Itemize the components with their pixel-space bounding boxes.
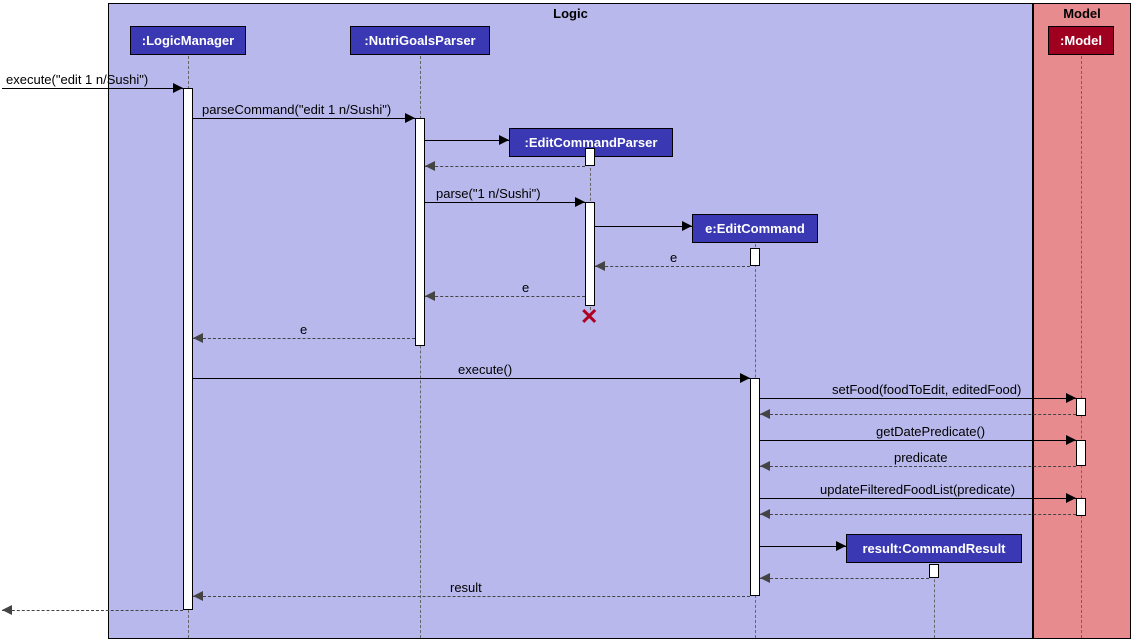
message-label: result — [450, 580, 482, 595]
arrowhead-icon — [595, 261, 605, 271]
activation — [585, 202, 595, 306]
arrowhead-icon — [760, 573, 770, 583]
arrowhead-icon — [682, 221, 692, 231]
arrowhead-icon — [836, 541, 846, 551]
arrowhead-icon — [575, 197, 585, 207]
arrowhead-icon — [425, 161, 435, 171]
participant-model: :Model — [1048, 26, 1114, 55]
region-logic-label: Logic — [109, 6, 1032, 21]
message-arrow — [760, 546, 846, 547]
message-arrow — [193, 338, 415, 339]
arrowhead-icon — [760, 409, 770, 419]
message-label: e — [522, 280, 529, 295]
arrowhead-icon — [193, 333, 203, 343]
message-label: execute("edit 1 n/Sushi") — [6, 72, 148, 87]
message-arrow — [425, 166, 585, 167]
message-arrow — [760, 414, 1076, 415]
message-arrow — [2, 88, 183, 89]
arrowhead-icon — [760, 461, 770, 471]
message-label: setFood(foodToEdit, editedFood) — [832, 382, 1021, 397]
activation — [1076, 498, 1086, 516]
activation — [415, 118, 425, 346]
message-arrow — [760, 466, 1076, 467]
message-arrow — [760, 440, 1076, 441]
activation — [929, 564, 939, 578]
arrowhead-icon — [760, 509, 770, 519]
message-arrow — [193, 378, 750, 379]
arrowhead-icon — [1066, 435, 1076, 445]
participant-nutri-parser: :NutriGoalsParser — [350, 26, 490, 55]
region-model: Model — [1033, 3, 1131, 639]
activation — [750, 248, 760, 266]
message-arrow — [193, 118, 415, 119]
message-label: parse("1 n/Sushi") — [436, 186, 541, 201]
message-label: e — [670, 250, 677, 265]
arrowhead-icon — [740, 373, 750, 383]
message-arrow — [595, 226, 692, 227]
sequence-diagram: Logic Model :LogicManager :NutriGoalsPar… — [0, 0, 1134, 642]
participant-logic-manager: :LogicManager — [130, 26, 246, 55]
message-arrow — [2, 610, 183, 611]
activation — [585, 148, 595, 166]
message-arrow — [425, 202, 585, 203]
region-model-label: Model — [1034, 6, 1130, 21]
message-label: updateFilteredFoodList(predicate) — [820, 482, 1015, 497]
message-arrow — [760, 578, 929, 579]
participant-cmd-result: result:CommandResult — [846, 534, 1022, 563]
message-arrow — [595, 266, 750, 267]
message-arrow — [193, 596, 750, 597]
message-arrow — [760, 514, 1076, 515]
message-arrow — [760, 398, 1076, 399]
message-label: e — [300, 322, 307, 337]
message-arrow — [425, 296, 585, 297]
arrowhead-icon — [405, 113, 415, 123]
arrowhead-icon — [1066, 393, 1076, 403]
activation — [1076, 440, 1086, 466]
arrowhead-icon — [425, 291, 435, 301]
arrowhead-icon — [2, 605, 12, 615]
activation — [750, 378, 760, 596]
message-arrow — [425, 140, 509, 141]
arrowhead-icon — [193, 591, 203, 601]
participant-edit-cmd: e:EditCommand — [692, 214, 818, 243]
arrowhead-icon — [1066, 493, 1076, 503]
message-label: getDatePredicate() — [876, 424, 985, 439]
message-arrow — [760, 498, 1076, 499]
message-label: execute() — [458, 362, 512, 377]
activation — [1076, 398, 1086, 416]
lifeline-model — [1081, 56, 1082, 638]
destroy-icon: ✕ — [580, 304, 598, 330]
message-label: predicate — [894, 450, 947, 465]
message-label: parseCommand("edit 1 n/Sushi") — [202, 102, 391, 117]
arrowhead-icon — [499, 135, 509, 145]
activation — [183, 88, 193, 610]
arrowhead-icon — [173, 83, 183, 93]
